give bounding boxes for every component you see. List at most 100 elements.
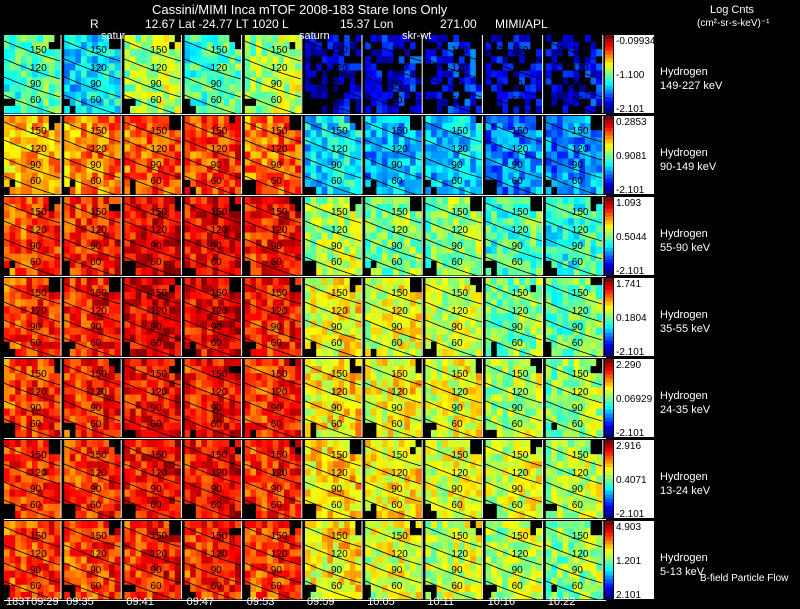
heatmap-cell (376, 98, 383, 107)
heatmap-cell (464, 123, 471, 131)
heatmap-cell (152, 137, 159, 145)
contour-line (3, 319, 61, 341)
heatmap-cell (508, 232, 514, 240)
heatmap-cell (75, 225, 82, 233)
heatmap-cell (491, 130, 498, 138)
heatmap-cell (92, 70, 99, 78)
heatmap-cell (135, 260, 142, 269)
heatmap-cell (310, 306, 317, 314)
heatmap-cell (86, 151, 93, 159)
heatmap-cell (579, 225, 586, 233)
heatmap-cell (464, 56, 471, 64)
heatmap-cell (316, 105, 323, 114)
colorbar-tick-label: -2.101 (616, 104, 645, 115)
contour-line (244, 238, 301, 260)
heatmap-cell (425, 278, 432, 286)
heatmap-cell (475, 267, 482, 276)
heatmap-cell (272, 70, 279, 78)
heatmap-cell (349, 77, 356, 85)
heatmap-cell (344, 130, 351, 138)
heatmap-cell (590, 239, 597, 247)
heatmap-cell (338, 292, 345, 300)
heatmap-cell (9, 225, 16, 233)
heatmap-cell (223, 327, 230, 336)
heatmap-cell (201, 341, 208, 350)
heatmap-cell (223, 292, 230, 300)
heatmap-cell (387, 246, 394, 255)
heatmap-cell (425, 179, 432, 188)
heatmap-cell (158, 35, 164, 43)
contour-line (3, 175, 61, 197)
heatmap-cell (163, 105, 170, 114)
heatmap-cell (502, 105, 509, 114)
colorbar-label-panel (614, 35, 654, 113)
heatmap-cell (9, 144, 16, 152)
heatmap-cell (146, 84, 153, 93)
heatmap-cell (169, 42, 176, 50)
heatmap-cell (442, 84, 449, 93)
heatmap-cell (15, 77, 22, 85)
heatmap-cell (26, 63, 33, 71)
heatmap-cell (48, 285, 55, 293)
contour-line (64, 256, 121, 278)
heatmap-cell (579, 77, 586, 85)
heatmap-cell (590, 42, 597, 50)
heatmap-cell (436, 144, 443, 152)
heatmap-cell (295, 105, 302, 114)
heatmap-cell (124, 292, 131, 300)
heatmap-cell (545, 49, 552, 57)
heatmap-cell (229, 165, 236, 174)
heatmap-cell (321, 341, 328, 350)
heatmap-cell (109, 91, 115, 100)
heatmap-cell (81, 77, 87, 85)
heatmap-cell (590, 186, 597, 195)
heatmap-cell (491, 334, 498, 343)
heatmap-cell (32, 84, 38, 93)
heatmap-cell (557, 179, 563, 188)
heatmap-cell (485, 285, 492, 293)
heatmap-cell (551, 70, 558, 78)
heatmap-cell (15, 278, 22, 286)
heatmap-cell (453, 341, 460, 350)
heatmap-cell (453, 306, 460, 314)
heatmap-cell (562, 204, 569, 212)
heatmap-cell (174, 35, 181, 43)
heatmap-cell (169, 172, 176, 181)
heatmap-cell (135, 278, 142, 286)
heatmap-cell (305, 49, 311, 57)
heatmap-cell (4, 144, 10, 152)
heatmap-cell (365, 91, 372, 100)
heatmap-cell (289, 348, 296, 357)
heatmap-cell (590, 98, 597, 107)
heatmap-cell (513, 123, 520, 131)
colorbar-segment (605, 135, 613, 140)
heatmap-cell (195, 260, 202, 269)
heatmap-cell (355, 144, 362, 152)
heatmap-cell (109, 253, 115, 262)
contour-label: 150 (512, 45, 529, 56)
heatmap-cell (573, 320, 580, 328)
heatmap-cell (376, 341, 383, 350)
heatmap-cell (295, 144, 302, 152)
heatmap-cell (81, 130, 87, 138)
heatmap-cell (223, 285, 230, 293)
heatmap-cell (169, 253, 176, 262)
contour-label: 150 (451, 207, 468, 218)
heatmap-cell (415, 105, 422, 114)
heatmap-cell (272, 151, 279, 159)
heatmap-cell (207, 116, 213, 124)
heatmap-cell (579, 211, 586, 219)
heatmap-cell (562, 151, 569, 159)
heatmap-cell (470, 116, 477, 124)
heatmap-cell (256, 144, 262, 152)
heatmap-cell (103, 253, 110, 262)
contour-line (485, 220, 542, 242)
heatmap-cell (436, 218, 443, 226)
heatmap-cell (163, 253, 170, 262)
heatmap-cell (272, 91, 279, 100)
contour-line (124, 337, 181, 359)
heatmap-cell (410, 204, 416, 212)
heatmap-cell (256, 204, 262, 212)
heatmap-cell (316, 306, 323, 314)
heatmap-cell (54, 186, 61, 195)
